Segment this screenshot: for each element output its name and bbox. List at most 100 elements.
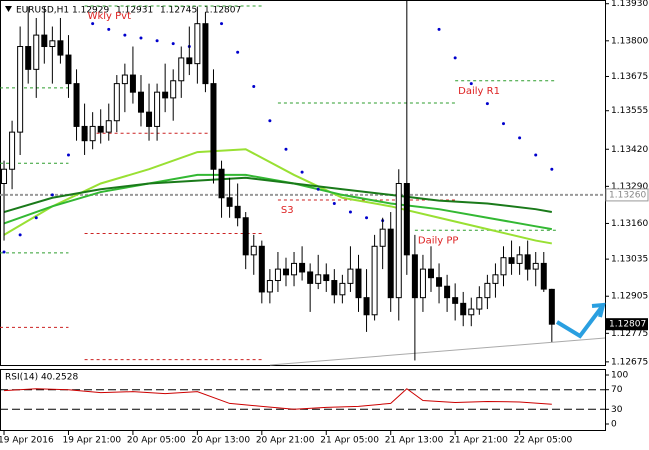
candle-body bbox=[129, 74, 136, 93]
sar-dot bbox=[123, 33, 127, 37]
candle-body bbox=[355, 268, 362, 299]
sar-dot bbox=[66, 153, 70, 157]
sar-dot bbox=[2, 250, 6, 254]
candle-body bbox=[33, 34, 40, 70]
sar-dot bbox=[300, 170, 304, 174]
candle-body bbox=[170, 80, 177, 99]
candle-body bbox=[379, 228, 386, 247]
candle-body bbox=[194, 23, 201, 65]
header-value: 1.12745 bbox=[160, 6, 197, 16]
candle-body bbox=[339, 282, 346, 296]
y-tick-label: 1.13420 bbox=[611, 145, 648, 155]
candle-body bbox=[266, 280, 273, 293]
y-tick-label: 1.13800 bbox=[611, 36, 648, 46]
candle-body bbox=[9, 131, 16, 170]
x-tick-label: 21 Apr 21:00 bbox=[449, 436, 508, 446]
rsi-title: RSI(14) 40.2528 bbox=[5, 373, 78, 383]
header-value: 1.12931 bbox=[116, 6, 153, 16]
sar-dot bbox=[501, 122, 505, 126]
candle-body bbox=[500, 257, 507, 276]
candle-body bbox=[218, 168, 225, 199]
candle-body bbox=[41, 34, 48, 48]
main-frame bbox=[0, 0, 606, 366]
sar-dot bbox=[453, 56, 457, 60]
candle-body bbox=[419, 268, 426, 299]
rsi-tick-label: 30 bbox=[611, 405, 623, 415]
candle-body bbox=[274, 268, 281, 282]
sar-dot bbox=[437, 27, 441, 31]
candle-body bbox=[476, 297, 483, 310]
candle-body bbox=[226, 197, 233, 207]
y-tick-label: 1.13035 bbox=[611, 255, 648, 265]
candle-body bbox=[347, 268, 354, 284]
last-price-tag bbox=[606, 318, 648, 331]
arrow-head bbox=[591, 302, 606, 318]
x-tick-label: 21 Apr 05:00 bbox=[320, 436, 379, 446]
candle-body bbox=[307, 271, 314, 284]
candle-body bbox=[282, 268, 289, 276]
candle-body bbox=[460, 302, 467, 316]
sar-dot bbox=[550, 167, 554, 171]
candle-body bbox=[444, 285, 451, 299]
sar-dot bbox=[252, 84, 256, 88]
sar-dot bbox=[220, 22, 224, 26]
candle-body bbox=[186, 57, 193, 65]
sar-dot bbox=[268, 119, 272, 123]
y-tick-label: 1.13675 bbox=[611, 72, 648, 82]
candle-body bbox=[146, 111, 153, 127]
candle-body bbox=[291, 262, 298, 276]
candle-body bbox=[331, 280, 338, 296]
y-tick-label: 1.12675 bbox=[611, 357, 648, 367]
rsi-frame bbox=[0, 369, 606, 431]
candle-body bbox=[371, 245, 378, 316]
candle-body bbox=[154, 91, 161, 127]
pivot-label: S3 bbox=[281, 205, 294, 216]
candle-body bbox=[484, 282, 491, 299]
candle-body bbox=[492, 274, 499, 284]
candle-body bbox=[387, 228, 394, 299]
candle-body bbox=[162, 91, 169, 99]
candle-body bbox=[73, 83, 80, 127]
candle-body bbox=[250, 245, 257, 256]
pivot-label: Wkly Pvt bbox=[88, 11, 132, 22]
sar-dot bbox=[316, 187, 320, 191]
candle-body bbox=[105, 120, 112, 133]
candle-body bbox=[548, 288, 555, 325]
header-value: 1.12807 bbox=[204, 6, 241, 16]
candle-body bbox=[395, 182, 402, 299]
candle-body bbox=[25, 46, 32, 70]
candle-body bbox=[81, 125, 88, 142]
sar-dot bbox=[171, 42, 175, 46]
sar-dot bbox=[348, 210, 352, 214]
sar-dot bbox=[91, 22, 95, 26]
moving-average bbox=[3, 176, 553, 214]
candle-body bbox=[403, 182, 410, 256]
candle-body bbox=[427, 268, 434, 279]
candle-body bbox=[532, 262, 539, 270]
candle-body bbox=[97, 125, 104, 133]
sar-dot bbox=[469, 82, 473, 86]
candle-body bbox=[323, 274, 330, 282]
pivot-label: Daily R1 bbox=[458, 86, 500, 97]
last-price-label: 1.12807 bbox=[609, 320, 646, 330]
arrow bbox=[555, 306, 603, 339]
candle-body bbox=[113, 83, 120, 122]
x-tick-label: 20 Apr 13:00 bbox=[191, 436, 250, 446]
candle-body bbox=[57, 40, 64, 56]
candle-body bbox=[242, 217, 249, 256]
sar-dot bbox=[139, 36, 143, 40]
x-tick-label: 20 Apr 21:00 bbox=[256, 436, 315, 446]
sar-dot bbox=[534, 153, 538, 157]
y-tick-label: 1.13290 bbox=[611, 182, 648, 192]
sar-dot bbox=[34, 216, 38, 220]
y-tick-label: 1.13930 bbox=[611, 0, 648, 9]
candle-body bbox=[65, 54, 72, 85]
sar-dot bbox=[107, 27, 111, 31]
sar-dot bbox=[284, 147, 288, 151]
candle-body bbox=[315, 274, 322, 284]
x-tick-label: 22 Apr 05:00 bbox=[514, 436, 573, 446]
y-tick-label: 1.12905 bbox=[611, 292, 648, 302]
bid-label: 1.13260 bbox=[609, 190, 646, 200]
candle-body bbox=[411, 254, 418, 299]
sar-dot bbox=[365, 216, 369, 220]
